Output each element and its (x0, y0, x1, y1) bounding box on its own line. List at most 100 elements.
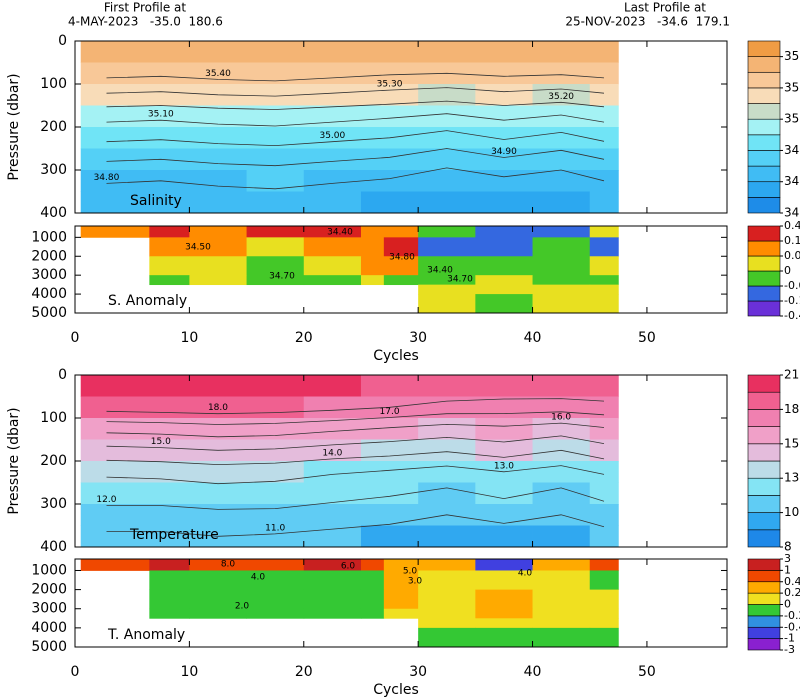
heatmap-cell (189, 608, 247, 619)
y-tick-label: 200 (40, 119, 67, 135)
y-tick-label: 300 (40, 162, 67, 178)
heatmap-cell (475, 41, 533, 63)
heatmap-cell (132, 439, 190, 462)
contour-label: 4.0 (518, 569, 533, 579)
heatmap-cell (418, 525, 476, 548)
last-profile-info: 25-NOV-2023 -34.6 179.1 (565, 15, 730, 29)
y-tick-label: 3000 (31, 267, 67, 283)
colorbar-block (747, 592, 781, 605)
colorbar-tick-label: 18.4 (784, 402, 800, 416)
colorbar-block (747, 71, 781, 89)
heatmap-cell (418, 570, 476, 591)
colorbar-block (747, 40, 781, 57)
heatmap-cell (383, 589, 419, 610)
heatmap-cell (475, 504, 533, 526)
heatmap-cell (532, 226, 591, 238)
y-tick-label: 4000 (31, 286, 67, 302)
heatmap-cell (149, 559, 190, 571)
colorbar-tick-label: 35.38 (784, 80, 800, 94)
heatmap-cell (475, 418, 533, 440)
heatmap-cell (589, 105, 619, 128)
colorbar-tick-label: 0.15 (784, 234, 800, 247)
heatmap-cell (475, 559, 533, 571)
contour-label: 13.0 (494, 461, 514, 471)
heatmap-cell (360, 608, 385, 619)
heatmap-cell (132, 525, 190, 548)
x-tick-label: 20 (295, 664, 313, 680)
heatmap-cell (589, 439, 619, 462)
heatmap-cell (418, 275, 476, 286)
heatmap-cell (383, 608, 419, 619)
colorbar-block (747, 558, 781, 571)
heatmap-cell (532, 482, 591, 505)
contour-line (106, 87, 605, 97)
heatmap-cell (246, 570, 305, 591)
heatmap-cell (418, 589, 476, 610)
colorbar-block (747, 638, 781, 651)
heatmap-cell (475, 482, 533, 505)
heatmap-cell (475, 127, 533, 149)
colorbar-tick-label: 0 (784, 264, 791, 277)
colorbar-tick-label: 0.4 (784, 575, 800, 588)
heatmap-cell (589, 191, 619, 214)
contour-line (106, 130, 605, 147)
heatmap-cell (303, 396, 362, 419)
heatmap-cell (303, 608, 362, 619)
heatmap-cell (303, 525, 362, 548)
contour-label: 35.20 (548, 92, 574, 102)
heatmap-cell (418, 618, 476, 629)
contour-label: 6.0 (341, 562, 356, 572)
x-tick-label: 0 (71, 664, 80, 680)
heatmap-cell (475, 256, 533, 276)
heatmap-cell (589, 275, 619, 286)
colorbar-block (747, 225, 781, 242)
heatmap-cell (360, 375, 419, 397)
heatmap-cell (532, 589, 591, 610)
heatmap-cell (418, 256, 476, 276)
contour-label: 2.0 (235, 602, 250, 612)
colorbar-block (747, 118, 781, 136)
heatmap-cell (303, 170, 362, 192)
y-tick-label: 100 (40, 410, 67, 426)
heatmap-cell (532, 41, 591, 63)
heatmap-cell (532, 294, 591, 314)
heatmap-cell (589, 482, 619, 505)
x-tick-label: 10 (180, 664, 198, 680)
colorbar-tick-label: -0.45 (784, 309, 800, 322)
heatmap-cell (246, 589, 305, 610)
heatmap-cell (189, 570, 247, 591)
heatmap-cell (303, 62, 362, 85)
heatmap-cell (532, 127, 591, 149)
contour-label: 34.90 (491, 147, 517, 157)
y-tick-label: 300 (40, 496, 67, 512)
heatmap-cell (149, 256, 190, 276)
heatmap-cell (532, 461, 591, 483)
heatmap-cell (246, 41, 305, 63)
colorbar-block (747, 285, 781, 302)
heatmap-cell (360, 504, 419, 526)
heatmap-cell (418, 608, 476, 619)
heatmap-cell (475, 62, 533, 85)
heatmap-cell (532, 284, 591, 295)
heatmap-cell (418, 461, 476, 483)
colorbar-block (747, 512, 781, 531)
colorbar-tick-label: 1 (784, 563, 791, 576)
heatmap-cell (589, 570, 619, 591)
contour-label: 4.0 (251, 573, 266, 583)
heatmap-cell (360, 461, 419, 483)
heatmap-cell (303, 105, 362, 128)
heatmap-cell (383, 237, 419, 257)
heatmap-cell (360, 226, 385, 238)
heatmap-cell (303, 570, 362, 591)
y-axis-label: Pressure (dbar) (6, 407, 22, 514)
contour-label: 14.0 (322, 448, 342, 458)
heatmap-cell (589, 525, 619, 548)
heatmap-cell (475, 191, 533, 214)
heatmap-cell (80, 127, 133, 149)
heatmap-cell (189, 105, 247, 128)
heatmap-cell (418, 41, 476, 63)
heatmap-cell (360, 41, 419, 63)
colorbar-tick-label: 0.03 (784, 249, 800, 262)
heatmap-cell (303, 41, 362, 63)
contour-label: 35.30 (377, 80, 403, 90)
